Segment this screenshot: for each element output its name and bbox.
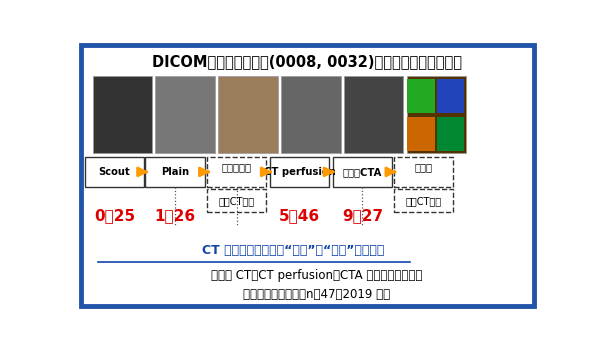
FancyBboxPatch shape	[281, 76, 341, 153]
Text: DICOMタグの収集時刻(0008, 0032)を利用し中央値を算出: DICOMタグの収集時刻(0008, 0032)を利用し中央値を算出	[152, 54, 463, 69]
FancyBboxPatch shape	[207, 156, 266, 187]
FancyBboxPatch shape	[407, 76, 466, 153]
FancyBboxPatch shape	[394, 189, 453, 212]
FancyBboxPatch shape	[145, 156, 205, 187]
FancyBboxPatch shape	[437, 79, 464, 113]
FancyBboxPatch shape	[80, 45, 535, 306]
Text: ＊単純 CT・CT perfusion・CTA が一連のオーダで: ＊単純 CT・CT perfusion・CTA が一連のオーダで	[211, 269, 422, 282]
Text: CT perfusion: CT perfusion	[264, 167, 335, 177]
Text: 頭風部CTA: 頭風部CTA	[343, 167, 382, 177]
Text: Scout: Scout	[98, 167, 130, 177]
FancyBboxPatch shape	[407, 117, 434, 151]
Text: 施行された症例　n＝47（2019 年）: 施行された症例 n＝47（2019 年）	[243, 288, 391, 301]
FancyBboxPatch shape	[270, 156, 329, 187]
Text: 0：25: 0：25	[94, 208, 135, 223]
Text: CT 撒影後の後処理に“時間”と“人員”を要する: CT 撒影後の後処理に“時間”と“人員”を要する	[202, 244, 385, 256]
FancyBboxPatch shape	[333, 156, 392, 187]
FancyBboxPatch shape	[407, 79, 434, 113]
FancyBboxPatch shape	[394, 156, 453, 187]
FancyBboxPatch shape	[92, 76, 152, 153]
Text: 5：46: 5：46	[279, 208, 320, 223]
Text: 単純CT評価: 単純CT評価	[219, 196, 255, 206]
FancyBboxPatch shape	[155, 76, 215, 153]
Text: 9：27: 9：27	[342, 208, 383, 223]
FancyBboxPatch shape	[344, 76, 403, 153]
Text: 後処理: 後処理	[415, 162, 433, 172]
Text: 造影剤接続: 造影剤接続	[222, 162, 252, 172]
Text: 造影CT評価: 造影CT評価	[406, 196, 442, 206]
FancyBboxPatch shape	[85, 156, 144, 187]
Text: 1：26: 1：26	[154, 208, 196, 223]
FancyBboxPatch shape	[437, 117, 464, 151]
Text: Plain: Plain	[161, 167, 189, 177]
FancyBboxPatch shape	[207, 189, 266, 212]
FancyBboxPatch shape	[218, 76, 278, 153]
